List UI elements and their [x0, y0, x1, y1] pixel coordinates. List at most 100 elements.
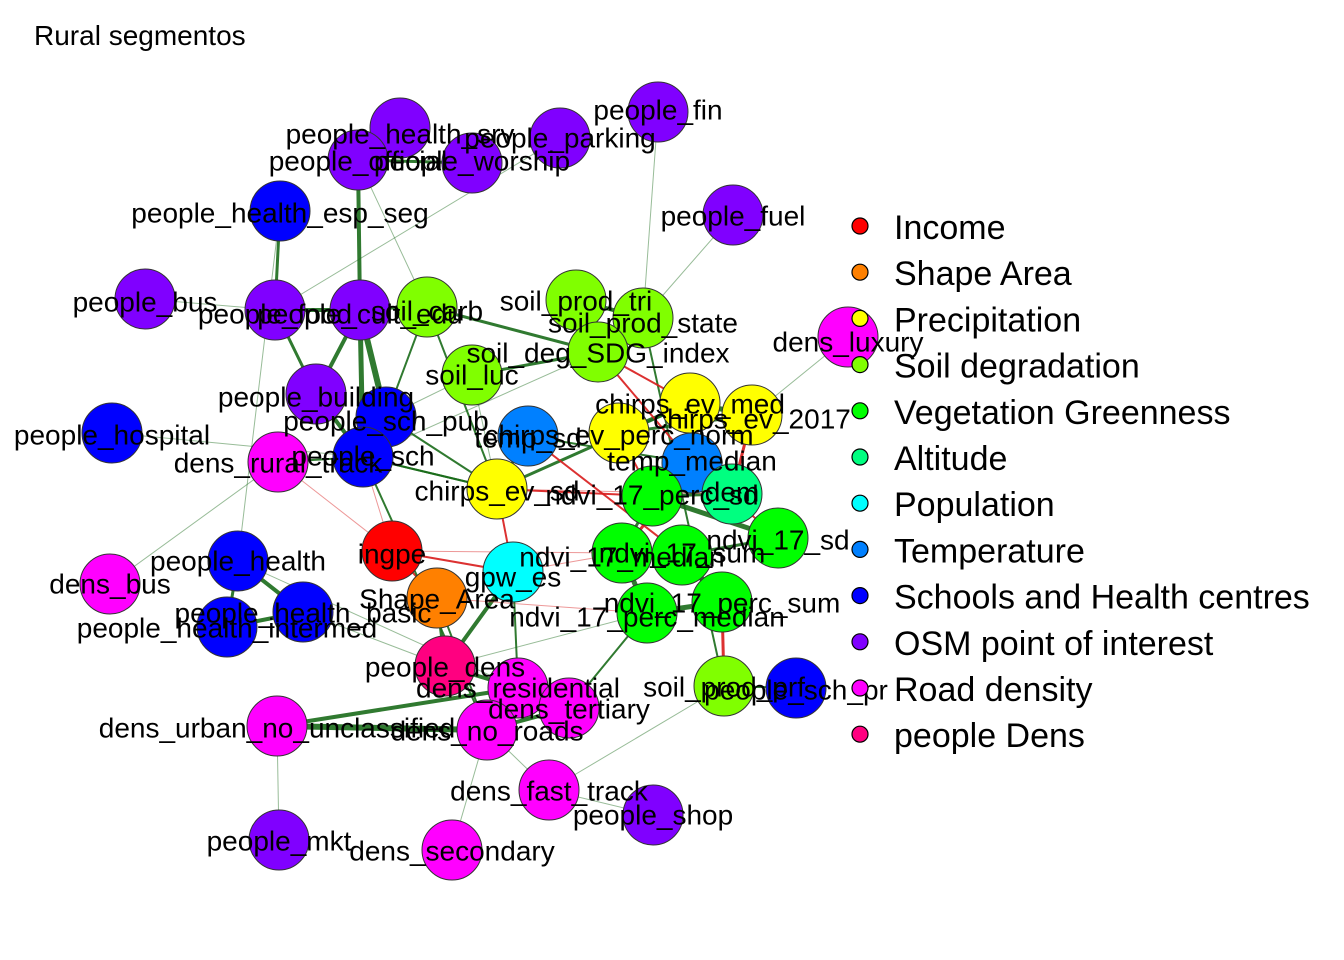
node-soil_prod_state: [612, 287, 674, 349]
node-label-people_health: people_health: [150, 545, 326, 576]
node-label-people_dens: people_dens: [365, 651, 525, 682]
node-label-dem: dem: [705, 476, 759, 507]
legend: Income Shape Area Precipitation Soil degrad…: [851, 209, 1310, 755]
node-label-people_shop: people_shop: [573, 799, 733, 830]
node-label-chirps_ev_2017: chirps_ev_2017: [653, 403, 851, 434]
node-temp_sd: [497, 405, 559, 467]
edge-people_dens-ndvi_17_perc_median: [444, 612, 648, 667]
edge-Shape_Area-ndvi_17_perc_median: [436, 597, 648, 614]
node-ndvi_17_perc_sum: [691, 571, 753, 633]
node-label-dens_residential: dens_residential: [416, 672, 620, 703]
legend-label-1: Shape Area: [894, 255, 1072, 293]
node-label-dens_fast_track: dens_fast_track: [450, 775, 649, 806]
node-people_sch_pr: [765, 657, 827, 719]
node-dens_rural_track: [247, 431, 309, 493]
edge-people_health_esp_seg-people_health: [237, 210, 281, 562]
node-people_mkt: [248, 809, 310, 871]
node-label-people_building: people_building: [218, 381, 414, 412]
node-label-people_health_intermed: people_health_intermed: [77, 612, 377, 643]
node-label-temp_sd: temp_sd: [474, 422, 581, 453]
edge-dens_urban_no_unclassified-dens_residential: [275, 686, 520, 728]
node-label-people_worship: people_worship: [374, 145, 570, 176]
legend-swatch-0: [851, 217, 869, 235]
node-people_food: [244, 279, 306, 341]
edge-dens_urban_no_unclassified-dens_no_roads: [274, 723, 490, 733]
node-label-dens_tertiary: dens_tertiary: [488, 693, 650, 724]
node-soil_deg_SDG_index: [567, 321, 629, 383]
node-label-ndvi_17_median: ndvi_17_median: [519, 541, 725, 572]
node-soil_prod_prf: [693, 655, 755, 717]
node-label-people_sch_pub: people_sch_pub: [283, 405, 489, 436]
node-label-chirps_ev_perc_norm: chirps_ev_perc_norm: [484, 419, 753, 450]
node-label-dens_urban_no_unclassified: dens_urban_no_unclassified: [99, 712, 456, 743]
edge-people_hospital-people_sch: [111, 432, 364, 458]
legend-label-5: Altitude: [894, 440, 1007, 478]
node-label-dens_secondary: dens_secondary: [349, 835, 554, 866]
node-people_health_srv: [369, 97, 431, 159]
node-ndvi_17_perc_median: [616, 582, 678, 644]
node-label-soil_luc: soil_luc: [425, 359, 518, 390]
node-soil_carb: [396, 276, 458, 338]
legend-label-2: Precipitation: [894, 301, 1081, 339]
node-label-ndvi_17_sum: ndvi_17_sum: [599, 537, 766, 568]
node-chirps_ev_perc_norm: [588, 402, 650, 464]
legend-swatch-5: [851, 448, 869, 466]
node-people_fin: [627, 81, 689, 143]
node-label-chirps_ev_sd: chirps_ev_sd: [415, 475, 580, 506]
node-label-people_health_esp_seg: people_health_esp_seg: [131, 197, 428, 228]
node-label-people_fuel: people_fuel: [661, 200, 806, 231]
node-people_dens: [414, 635, 476, 697]
chart-title: Rural segmentos: [34, 20, 246, 51]
legend-label-11: people Dens: [894, 717, 1085, 755]
labels-layer: people_fin people_health_srvpeople_parkin…: [14, 94, 924, 866]
legend-label-10: Road density: [894, 671, 1092, 709]
node-people_health: [207, 530, 269, 592]
node-people_building: [285, 363, 347, 425]
edge-temp_sd-ndvi_17_sum: [527, 435, 683, 556]
legend-label-6: Population: [894, 486, 1055, 524]
node-people_health_esp_seg: [249, 180, 311, 242]
node-label-gpw_es: gpw_es: [465, 561, 562, 592]
node-people_cult_edu: [329, 279, 391, 341]
node-label-ndvi_17_perc_sum: ndvi_17_perc_sum: [604, 587, 841, 618]
node-label-ingpe: ingpe: [358, 538, 427, 569]
node-label-people_bus: people_bus: [73, 286, 218, 317]
legend-swatch-7: [851, 540, 869, 559]
node-ingpe: [361, 520, 423, 582]
legend-label-4: Vegetation Greenness: [894, 394, 1230, 432]
legend-swatch-10: [851, 679, 869, 697]
node-people_worship: [441, 132, 503, 194]
node-label-soil_carb: soil_carb: [371, 295, 483, 326]
node-chirps_ev_sd: [466, 458, 528, 520]
node-Shape_Area: [406, 567, 468, 629]
node-ndvi_17_sum: [651, 524, 713, 586]
node-label-dens_no_roads: dens_no_roads: [390, 715, 583, 746]
node-dens_fast_track: [518, 759, 580, 821]
node-label-soil_prod_tri: soil_prod_tri: [500, 285, 653, 316]
node-people_health_intermed: [196, 596, 258, 658]
node-label-people_cult_edu: people_cult_edu: [257, 298, 463, 329]
node-chirps_ev_2017: [721, 384, 783, 446]
node-label-soil_prod_prf: soil_prod_prf: [643, 671, 805, 702]
legend-swatch-6: [851, 494, 869, 512]
node-dens_no_roads: [456, 699, 518, 761]
edge-dens_fast_track-soil_prod_prf: [548, 685, 725, 791]
legend-label-9: OSM point of interest: [894, 625, 1214, 663]
legend-label-7: Temperature: [894, 532, 1085, 570]
node-label-people_fin: people_fin: [593, 94, 722, 125]
node-people_hospital: [81, 402, 143, 464]
node-label-temp_median: temp_median: [607, 445, 777, 476]
node-label-soil_prod_state: soil_prod_state: [548, 307, 738, 338]
node-label-people_mkt: people_mkt: [207, 825, 352, 856]
node-people_sch: [332, 426, 394, 488]
node-label-dens_luxury: dens_luxury: [773, 326, 924, 357]
node-label-people_health_srv: people_health_srv: [286, 118, 515, 149]
legend-swatch-9: [851, 633, 869, 651]
node-people_parking: [529, 107, 591, 169]
node-soil_luc: [441, 344, 503, 406]
node-label-soil_deg_SDG_index: soil_deg_SDG_index: [466, 337, 729, 368]
node-label-dens_bus: dens_bus: [49, 568, 170, 599]
node-soil_prod_tri: [545, 269, 607, 331]
legend-swatch-4: [851, 402, 869, 420]
node-dens_urban_no_unclassified: [246, 695, 308, 757]
